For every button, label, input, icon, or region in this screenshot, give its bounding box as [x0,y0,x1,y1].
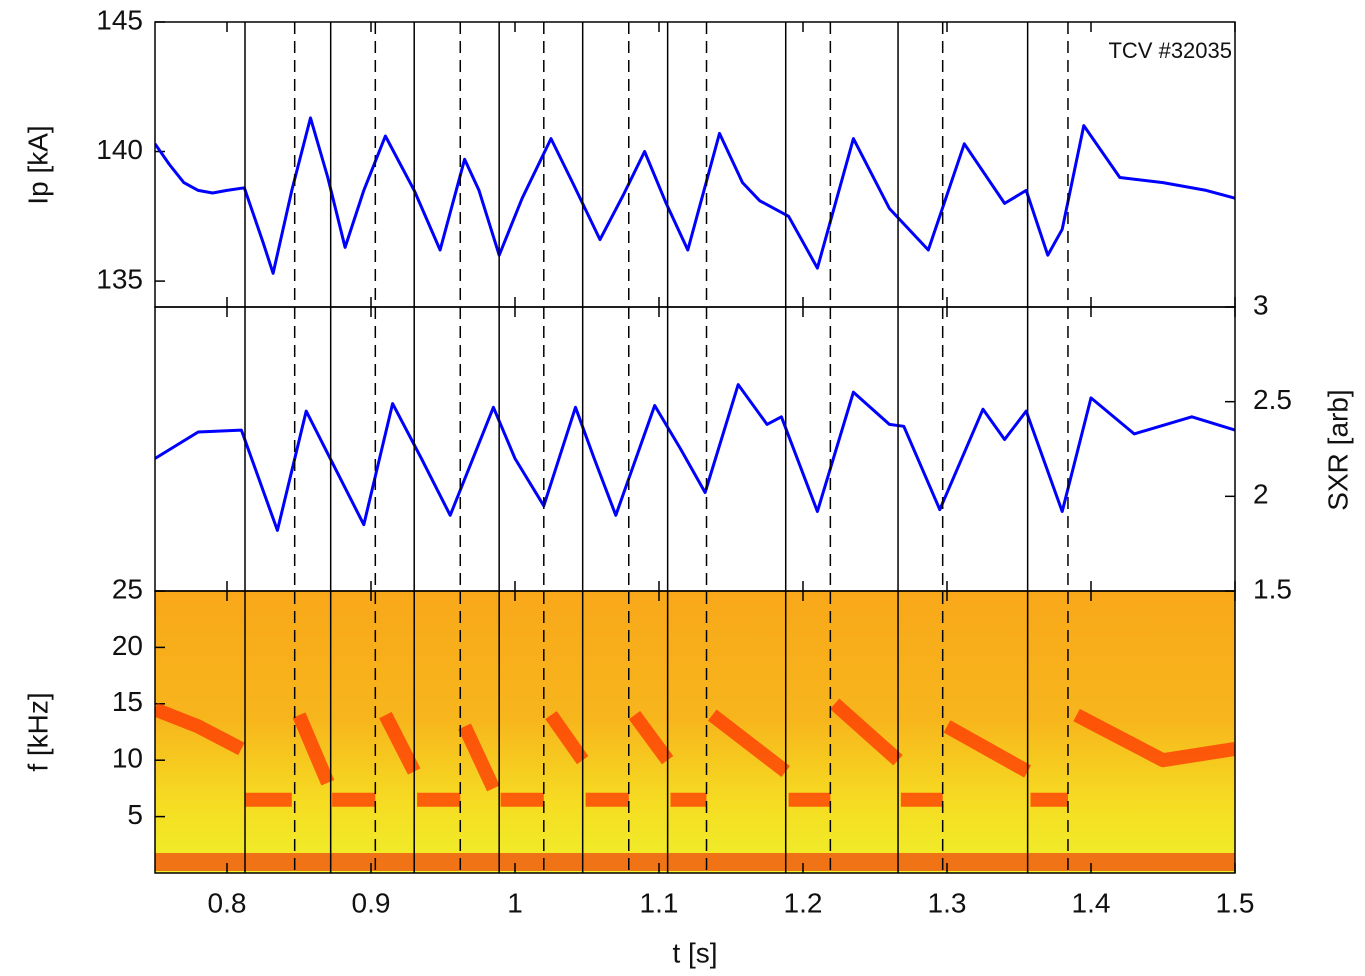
y-tick-label: 1.5 [1253,573,1292,604]
x-tick-label: 1.4 [1072,887,1111,918]
x-tick-label: 0.8 [208,887,247,918]
y-tick-label: 3 [1253,289,1269,320]
y-tick-label: 5 [127,799,143,830]
y-tick-label: 15 [112,686,143,717]
x-tick-label: 1.1 [640,887,679,918]
x-tick-label: 1.5 [1216,887,1255,918]
panel-frame [154,21,1236,308]
x-tick-label: 1 [507,887,523,918]
y-axis-label: Ip [kA] [22,125,53,204]
y-tick-label: 2 [1253,479,1269,510]
y-tick-label: 20 [112,630,143,661]
x-tick-label: 1.2 [784,887,823,918]
x-axis-label: t [s] [672,937,717,968]
low-frequency-band [155,853,1235,871]
data-line [155,383,1235,532]
y-tick-label: 145 [96,4,143,35]
data-line [155,698,1235,807]
y-axis-label: SXR [arb] [1322,389,1353,510]
data-line [155,116,1235,275]
y-tick-label: 140 [96,134,143,165]
annotation: TCV #32035 [1108,38,1232,63]
y-axis-label: f [kHz] [22,692,53,771]
y-tick-label: 25 [112,573,143,604]
y-tick-label: 10 [112,743,143,774]
x-tick-label: 1.3 [928,887,967,918]
panel-frame [154,590,1236,874]
x-tick-label: 0.9 [352,887,391,918]
y-tick-label: 135 [96,263,143,294]
panel-frame [154,306,1236,592]
y-tick-label: 2.5 [1253,384,1292,415]
spectrogram-background [155,591,1235,873]
